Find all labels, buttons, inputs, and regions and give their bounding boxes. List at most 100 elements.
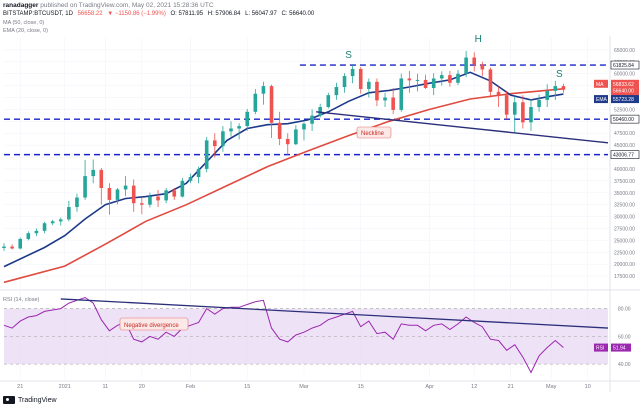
candle-body	[480, 64, 485, 70]
candle-body	[545, 90, 549, 100]
price-tick-label: 65000.00	[614, 48, 635, 54]
candle-body	[553, 86, 558, 91]
ma50-line	[3, 88, 564, 284]
indicator-name-badge	[594, 79, 608, 88]
time-tick-label: 21	[508, 384, 514, 390]
time-tick-label: Apr	[425, 384, 434, 390]
price-tick-label: 22500.00	[614, 250, 635, 256]
price-tick-label: 37500.00	[614, 179, 635, 185]
candle-body	[26, 233, 31, 239]
rsi-tick-label: 60.00	[618, 334, 631, 340]
price-pane	[4, 38, 608, 288]
candle-body	[140, 203, 144, 205]
time-tick-label: 15	[358, 384, 364, 390]
candle-body	[196, 168, 201, 178]
candle-body	[67, 207, 71, 220]
candle-body	[269, 86, 274, 123]
candle-body	[439, 75, 444, 79]
rsi-name-badge	[594, 343, 608, 352]
candle-body	[561, 86, 566, 90]
ohlc-high: H: 57906.84	[207, 11, 241, 17]
rsi-name-badge-label: RSI	[596, 346, 604, 352]
ohlc-open: O: 57811.95	[170, 11, 204, 17]
ema20-line	[3, 71, 564, 268]
candle-body	[277, 122, 282, 139]
candle-body	[334, 87, 339, 96]
candle-body	[245, 111, 250, 127]
time-tick-label: 21	[17, 384, 23, 390]
indicator-name-label: MA	[596, 82, 604, 88]
ohlc-close: C: 56640.00	[281, 11, 315, 17]
candle-body	[204, 140, 209, 169]
time-tick-label: Mar	[299, 384, 309, 390]
candle-body	[415, 79, 420, 81]
neckline	[316, 111, 609, 144]
candle-body	[172, 190, 177, 197]
ema-legend: EMA (20, close, 0)	[3, 28, 48, 34]
rsi-value-label: 51.94	[613, 346, 626, 352]
candle-body	[237, 126, 241, 129]
rsi-tick-label: 80.00	[618, 307, 631, 313]
candle-body	[131, 185, 136, 204]
candle-body	[285, 138, 290, 145]
divergence-callout	[119, 317, 189, 331]
candle-body	[383, 97, 387, 101]
candle-body	[537, 99, 541, 108]
rsi-tick-label: 40.00	[618, 362, 631, 368]
level-badge-label: 61825.84	[613, 63, 634, 69]
candle-body	[391, 97, 395, 110]
candle-body	[107, 188, 112, 200]
ohlc-low: L: 56047.97	[245, 11, 277, 17]
candle-body	[50, 221, 55, 224]
divergence-label: Negative divergence	[124, 323, 179, 329]
candle-body	[407, 78, 412, 81]
candle-body	[350, 68, 355, 77]
candle-body	[367, 81, 371, 89]
price-tick-label: 25000.00	[614, 238, 635, 244]
level-badge	[610, 150, 640, 159]
head-label: H	[475, 34, 482, 45]
candle-body	[512, 102, 517, 115]
candle-body	[448, 75, 452, 83]
candle-body	[115, 189, 120, 200]
author-name: ranadagger	[3, 2, 39, 9]
rsi-value-badge	[611, 343, 631, 352]
divergence-line	[60, 298, 609, 329]
candle-body	[261, 86, 266, 94]
shoulder-label: S	[345, 50, 352, 61]
tradingview-logo-icon	[3, 396, 15, 404]
candle-body	[504, 95, 509, 115]
price-tick-label: 45000.00	[614, 143, 635, 149]
indicator-name-label: EMA	[596, 97, 608, 103]
price-badge-value: 55723.28	[613, 97, 634, 103]
time-tick-label: May	[546, 384, 557, 390]
price-tick-label: 30000.00	[614, 215, 635, 221]
candle-body	[342, 76, 347, 88]
ma-legend: MA (50, close, 0)	[3, 20, 45, 26]
candle-body	[472, 57, 477, 65]
candle-body	[188, 177, 193, 181]
price-tick-label: 40000.00	[614, 167, 635, 173]
time-tick-label: 10	[585, 384, 591, 390]
indicator-name-badge	[594, 95, 608, 104]
candle-body	[156, 196, 160, 201]
level-badge-label: 43006.77	[613, 153, 634, 159]
candle-body	[253, 93, 258, 112]
time-tick-label: Feb	[186, 384, 195, 390]
footer: TradingView	[3, 396, 57, 404]
candle-body	[310, 115, 314, 124]
shoulder-label: S	[556, 69, 563, 80]
candle-body	[99, 169, 104, 188]
candle-body	[375, 81, 379, 101]
candle-body	[229, 128, 233, 132]
price-badge-value: 56640.00	[613, 89, 634, 95]
candle-body	[399, 78, 404, 110]
price-tick-label: 32500.00	[614, 203, 635, 209]
candle-body	[34, 230, 39, 234]
candle-body	[326, 95, 331, 108]
price-tick-label: 47500.00	[614, 131, 635, 137]
price-tick-label: 52500.00	[614, 107, 635, 113]
time-tick-label: 15	[244, 384, 250, 390]
footer-brand: TradingView	[18, 396, 57, 404]
candle-body	[318, 107, 322, 116]
